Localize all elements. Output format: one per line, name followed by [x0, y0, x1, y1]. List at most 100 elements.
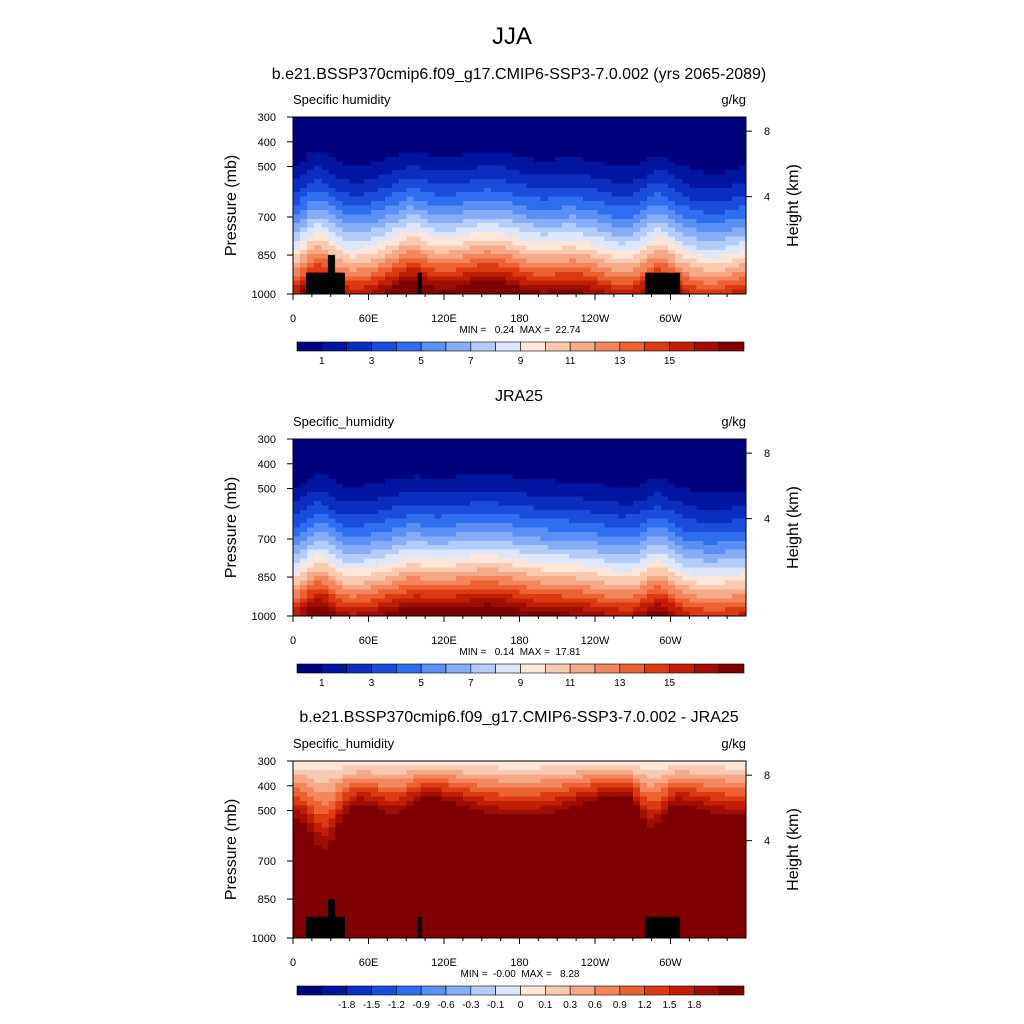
field-cell [484, 576, 492, 582]
field-cell [576, 478, 584, 484]
field-cell [540, 134, 549, 140]
field-cell [576, 447, 584, 453]
field-cell [491, 289, 499, 295]
field-cell [639, 271, 648, 277]
field-cell [484, 249, 492, 255]
field-cell [462, 196, 471, 202]
field-cell [406, 571, 414, 577]
field-cell [427, 187, 436, 193]
field-cell [342, 147, 351, 153]
field-cell [512, 514, 521, 520]
field-cell [455, 130, 464, 136]
field-cell [448, 527, 457, 533]
field-cell [639, 130, 648, 136]
field-cell [590, 192, 598, 198]
field-cell [342, 258, 351, 264]
field-cell [512, 276, 521, 282]
field-cell [576, 474, 584, 480]
field-cell [519, 205, 528, 211]
field-cell [420, 214, 429, 220]
field-cell [314, 545, 322, 551]
field-cell [675, 183, 683, 189]
field-cell [611, 585, 620, 591]
field-cell [661, 487, 669, 493]
field-cell [512, 585, 521, 591]
field-cell [668, 161, 676, 167]
field-cell [392, 152, 400, 158]
field-cell [533, 465, 542, 471]
field-cell [370, 523, 379, 529]
field-cell [554, 183, 563, 189]
field-cell [717, 500, 726, 506]
field-cell [335, 263, 344, 269]
field-cell [342, 125, 351, 131]
field-cell [653, 174, 662, 180]
field-cell [533, 121, 542, 127]
field-cell [356, 201, 365, 207]
field-cell [300, 214, 308, 220]
field-cell [307, 461, 315, 467]
field-cell [385, 562, 393, 568]
field-cell [646, 567, 655, 573]
field-cell [717, 121, 726, 127]
field-cell [625, 523, 634, 529]
field-cell [427, 205, 436, 211]
field-cell [314, 187, 322, 193]
field-cell [703, 558, 712, 564]
field-cell [413, 496, 422, 502]
field-cell [569, 152, 577, 158]
field-cell [625, 218, 634, 224]
field-cell [477, 483, 485, 489]
field-cell [668, 245, 676, 251]
field-cell [554, 443, 563, 449]
field-cell [455, 514, 464, 520]
field-cell [512, 165, 521, 171]
field-cell [427, 443, 436, 449]
field-cell [661, 580, 669, 586]
field-cell [498, 509, 506, 515]
field-cell [349, 514, 358, 520]
field-cell [597, 161, 606, 167]
field-cell [349, 509, 358, 515]
field-cell [682, 593, 690, 599]
field-cell [413, 465, 422, 471]
field-cell [307, 147, 315, 153]
field-cell [420, 209, 429, 215]
field-cell [554, 461, 563, 467]
field-cell [625, 589, 634, 595]
field-cell [377, 593, 386, 599]
field-cell [406, 236, 414, 242]
field-cell [349, 280, 358, 286]
field-cell [335, 531, 344, 537]
field-cell [385, 461, 393, 467]
field-cell [738, 439, 747, 445]
field-cell [682, 267, 690, 273]
field-cell [661, 240, 669, 246]
field-cell [441, 192, 450, 198]
field-cell [639, 178, 648, 184]
field-cell [576, 500, 584, 506]
field-cell [484, 545, 492, 551]
field-cell [703, 161, 712, 167]
field-cell [611, 549, 620, 555]
field-cell [703, 236, 712, 242]
field-cell [576, 147, 584, 153]
field-cell [653, 531, 662, 537]
field-cell [392, 178, 400, 184]
field-cell [625, 540, 634, 546]
field-cell [611, 514, 620, 520]
field-cell [689, 139, 698, 145]
field-cell [533, 593, 542, 599]
field-cell [505, 452, 514, 458]
field-cell [420, 192, 429, 198]
field-cell [462, 509, 471, 515]
field-cell [724, 254, 733, 260]
field-cell [625, 174, 634, 180]
field-cell [314, 478, 322, 484]
field-cell [632, 483, 641, 489]
field-cell [356, 130, 365, 136]
field-cell [646, 183, 655, 189]
field-cell [696, 121, 705, 127]
field-cell [738, 196, 747, 202]
field-cell [335, 478, 344, 484]
